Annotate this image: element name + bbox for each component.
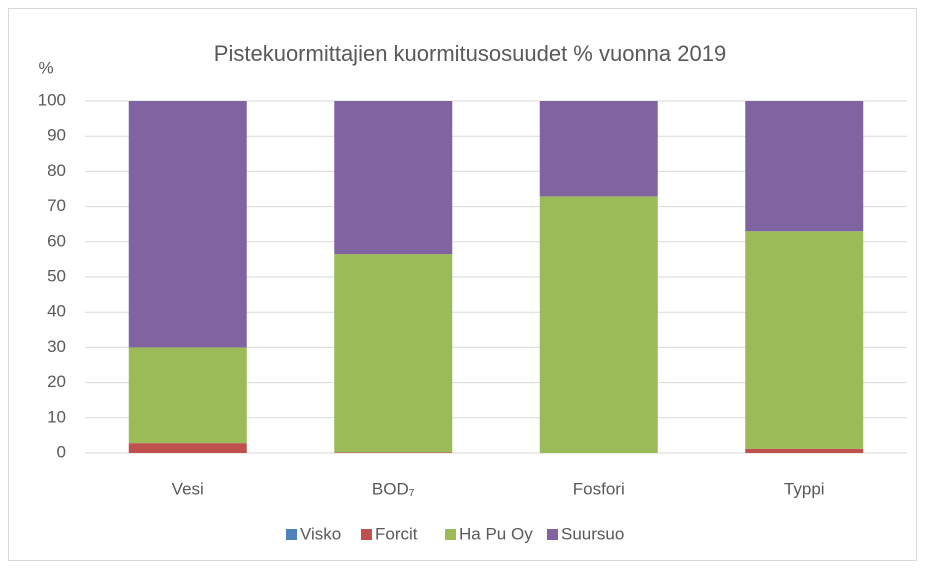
- legend-label: Suursuo: [561, 524, 624, 543]
- x-tick-label: Typpi: [784, 479, 825, 498]
- y-tick-label: 30: [47, 337, 66, 356]
- y-tick-label: 0: [57, 442, 66, 461]
- bar-segment: [128, 347, 247, 444]
- bar-segment: [745, 448, 864, 453]
- y-tick-label: 60: [47, 231, 66, 250]
- y-tick-label: 10: [47, 407, 66, 426]
- legend-swatch: [547, 529, 558, 540]
- y-tick-label: 90: [47, 126, 66, 145]
- legend-label: Ha Pu Oy: [459, 524, 533, 543]
- y-tick-label: 20: [47, 372, 66, 391]
- legend-swatch: [445, 529, 456, 540]
- legend-swatch: [361, 529, 372, 540]
- legend-label: Forcit: [375, 524, 418, 543]
- chart-title: Pistekuormittajien kuormitusosuudet % vu…: [214, 41, 726, 66]
- bar-segment: [128, 101, 247, 348]
- bar-segment: [128, 443, 247, 453]
- y-tick-label: 40: [47, 302, 66, 321]
- bar-segment: [334, 101, 453, 255]
- y-tick-label: 50: [47, 266, 66, 285]
- y-tick-label: 70: [47, 196, 66, 215]
- bar-segment: [745, 101, 864, 232]
- bar-segment: [539, 196, 658, 453]
- y-axis-label: %: [38, 58, 53, 77]
- bar-segment: [334, 254, 453, 453]
- x-tick-label: BOD₇: [372, 479, 415, 498]
- x-tick-label: Fosfori: [573, 479, 625, 498]
- bar-segment: [334, 452, 453, 453]
- x-tick-label: Vesi: [172, 479, 204, 498]
- y-tick-label: 80: [47, 161, 66, 180]
- bar-segment: [745, 231, 864, 449]
- legend-swatch: [286, 529, 297, 540]
- bar-segment: [539, 101, 658, 197]
- y-tick-label: 100: [38, 90, 66, 109]
- legend-label: Visko: [300, 524, 341, 543]
